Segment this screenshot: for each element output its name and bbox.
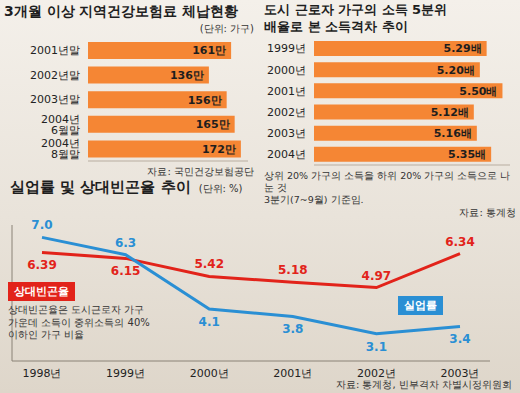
svg-text:5.42: 5.42 [194, 257, 224, 271]
svg-text:161만: 161만 [192, 45, 226, 58]
html-text:자료: 국민건강보험공단: 자료: 국민건강보험공단 [147, 166, 254, 178]
svg-text:2002년말: 2002년말 [30, 69, 80, 82]
svg-text:6.15: 6.15 [111, 264, 141, 278]
svg-text:6.3: 6.3 [115, 236, 136, 250]
svg-text:4.97: 4.97 [362, 269, 392, 283]
svg-text:2001년말: 2001년말 [30, 44, 80, 57]
html-text:상대빈곤율: 상대빈곤율 [14, 285, 69, 298]
html-text:자료: 통계청, 빈부격차 차별시정위원회: 자료: 통계청, 빈부격차 차별시정위원회 [335, 379, 512, 390]
svg-text:1999년: 1999년 [106, 367, 145, 380]
svg-text:2001년: 2001년 [273, 367, 312, 380]
svg-text:1999년: 1999년 [267, 42, 306, 55]
svg-text:3.1: 3.1 [366, 340, 387, 354]
svg-text:136만: 136만 [170, 69, 204, 82]
svg-text:2004년: 2004년 [267, 148, 306, 161]
svg-text:165만: 165만 [196, 118, 230, 131]
html-text:자료: 통계청: 자료: 통계청 [459, 207, 516, 219]
svg-text:2004년6월말: 2004년6월말 [41, 113, 80, 137]
svg-text:5.50배: 5.50배 [459, 85, 497, 98]
svg-text:5.16배: 5.16배 [434, 127, 472, 140]
svg-text:2004년8월말: 2004년8월말 [41, 137, 80, 161]
html-text:상대빈곤율은 도시근로자 가구 가운데 소득이 중위소득의: 상대빈곤율은 도시근로자 가구 가운데 소득이 중위소득의 40% 이하인 가구… [8, 304, 150, 340]
svg-text:3.8: 3.8 [282, 322, 303, 336]
svg-text:2003년: 2003년 [267, 127, 306, 140]
svg-text:6.34: 6.34 [445, 235, 475, 249]
html-text:실업률: 실업률 [404, 299, 437, 312]
svg-text:3.4: 3.4 [449, 332, 470, 346]
svg-text:4.1: 4.1 [199, 315, 220, 329]
html-text:실업률 및 상대빈곤율 추이: 실업률 및 상대빈곤율 추이 [10, 178, 191, 196]
svg-text:5.18: 5.18 [278, 263, 308, 277]
html-text:상위 20% 가구의 소득을 하위 20% 가구의 소득으로: 상위 20% 가구의 소득을 하위 20% 가구의 소득으로 나눈 것 3분기(… [264, 169, 511, 205]
svg-text:5.29배: 5.29배 [443, 42, 481, 55]
svg-text:2002년: 2002년 [267, 106, 306, 119]
svg-text:5.35배: 5.35배 [448, 148, 486, 161]
svg-text:5.20배: 5.20배 [437, 63, 475, 76]
svg-text:156만: 156만 [188, 94, 222, 107]
svg-text:2003년말: 2003년말 [30, 94, 80, 107]
svg-text:2000년: 2000년 [190, 367, 229, 380]
svg-text:7.0: 7.0 [31, 218, 52, 232]
html-text:도시 근로자 가구의 소득 5분위 배율로 본 소득격차 추: 도시 근로자 가구의 소득 5분위 배율로 본 소득격차 추이 [264, 2, 448, 34]
svg-text:2001년: 2001년 [267, 85, 306, 98]
svg-text:1998년: 1998년 [23, 367, 62, 380]
html-text:(단위: 가구): (단위: 가구) [199, 23, 254, 35]
svg-text:6.39: 6.39 [27, 258, 57, 272]
svg-text:5.12배: 5.12배 [431, 106, 469, 119]
html-text:(단위: %): (단위: %) [198, 183, 243, 194]
svg-text:2003년: 2003년 [441, 367, 480, 380]
svg-text:2002년: 2002년 [357, 367, 396, 380]
svg-text:2000년: 2000년 [267, 63, 306, 76]
svg-text:172만: 172만 [202, 143, 236, 156]
html-text:3개월 이상 지역건강보험료 체납현황: 3개월 이상 지역건강보험료 체납현황 [4, 3, 239, 19]
